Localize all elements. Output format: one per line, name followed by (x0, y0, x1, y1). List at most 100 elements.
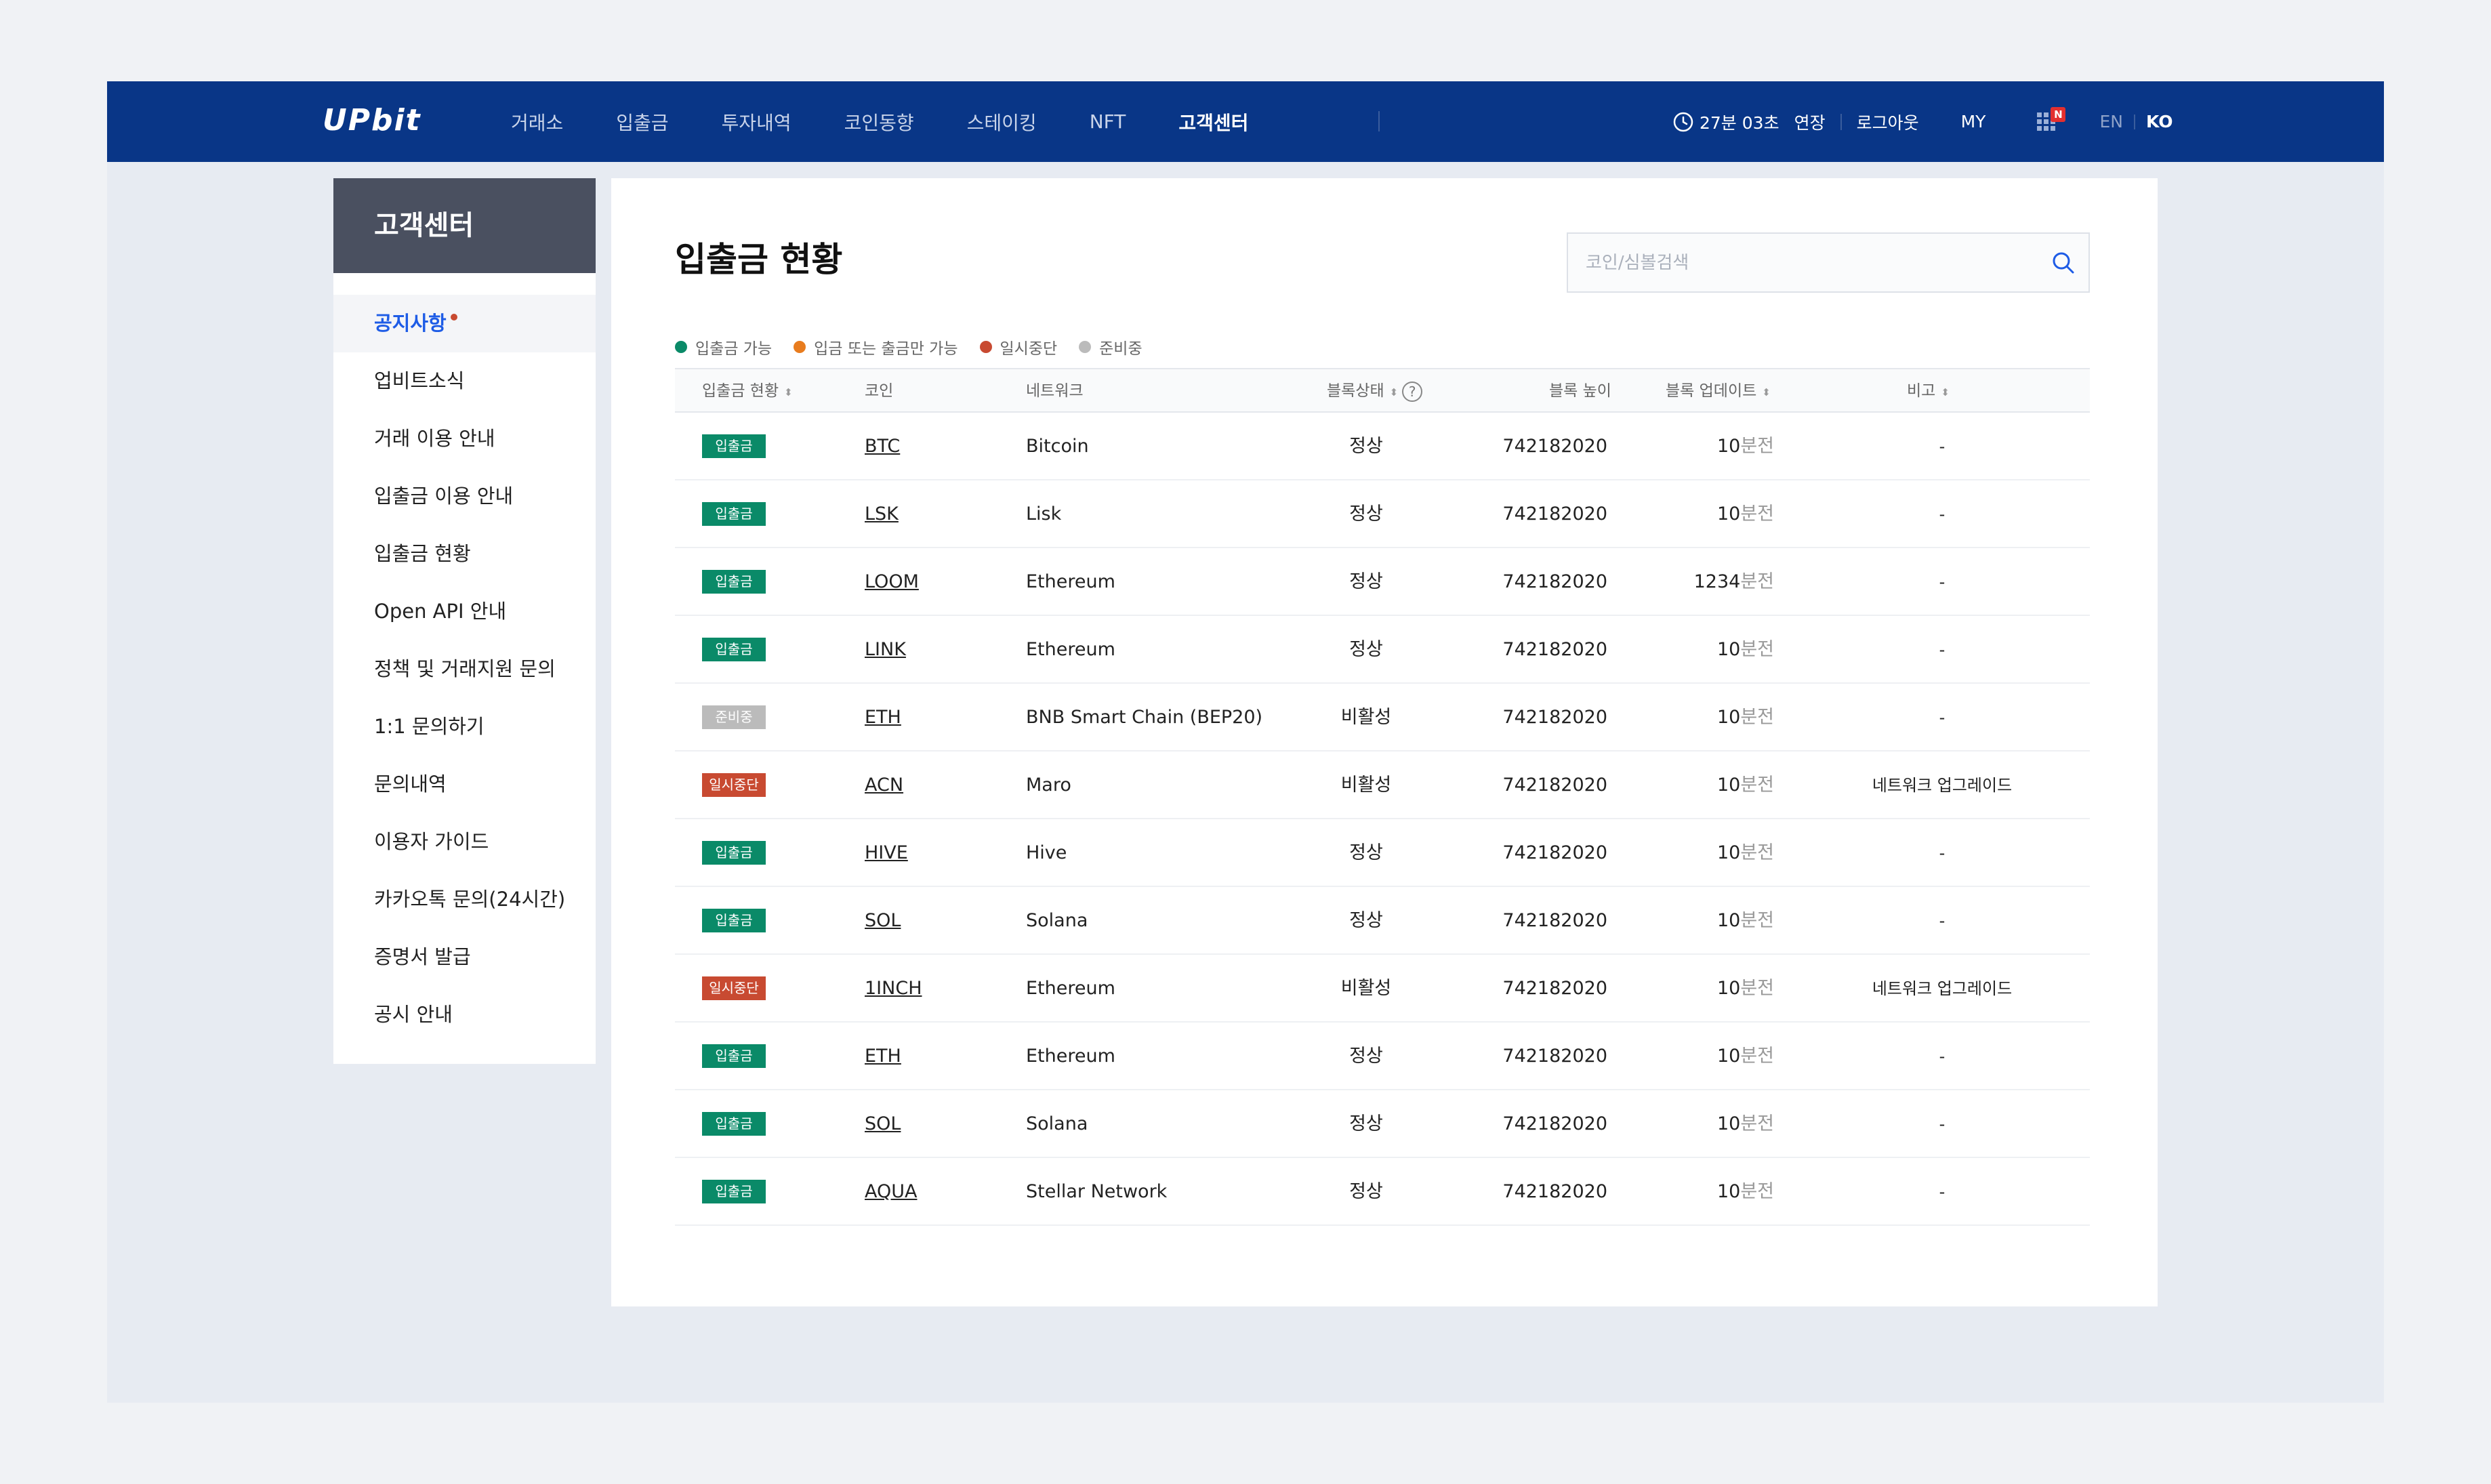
apps-menu-button[interactable]: N (2036, 106, 2066, 133)
coin-link[interactable]: BTC (865, 436, 901, 457)
coin-link[interactable]: SOL (865, 910, 901, 931)
coin-link[interactable]: AQUA (865, 1181, 918, 1202)
table-row: 입출금 SOL Solana 정상 742182020 10분전 - (675, 1090, 2090, 1158)
menu-item[interactable]: NFT (1089, 110, 1126, 133)
column-label: 입출금 현황 (702, 382, 779, 400)
coin-link[interactable]: LINK (865, 639, 906, 660)
coin-cell: ETH (865, 1023, 901, 1090)
menu-item[interactable]: 코인동향 (844, 111, 914, 134)
block-update-value: 10 (1716, 503, 1741, 524)
menu-item[interactable]: 거래소 (511, 111, 564, 134)
block-height-cell: 742182020 (1502, 842, 1607, 863)
network-cell: BNB Smart Chain (BEP20) (1026, 707, 1263, 728)
sidebar-item[interactable]: 문의내역 (333, 756, 596, 813)
block-update-cell: 10분전 (1624, 413, 1774, 480)
sidebar-item[interactable]: 공시 안내 (333, 986, 596, 1044)
column-label: 네트워크 (1026, 382, 1084, 400)
legend-dot (675, 341, 687, 353)
block-update-cell: 10분전 (1624, 1090, 1774, 1158)
block-update-value: 10 (1716, 707, 1741, 728)
coin-link[interactable]: ETH (865, 1046, 901, 1067)
network-cell: Maro (1026, 775, 1071, 796)
sidebar-item[interactable]: 정책 및 거래지원 문의 (333, 640, 596, 698)
column-header-block-update[interactable]: 블록 업데이트 ⬍ (1666, 369, 1771, 413)
table-row: 입출금 BTC Bitcoin 정상 742182020 10분전 - (675, 413, 2090, 480)
extend-session-button[interactable]: 연장 (1794, 112, 1826, 133)
coin-link[interactable]: 1INCH (865, 978, 922, 999)
block-update-value: 10 (1716, 1046, 1741, 1067)
network-cell: Solana (1026, 910, 1088, 931)
coin-link[interactable]: HIVE (865, 842, 908, 863)
block-update-cell: 10분전 (1624, 955, 1774, 1023)
table-row: 입출금 SOL Solana 정상 742182020 10분전 - (675, 887, 2090, 955)
status-badge: 일시중단 (702, 773, 766, 797)
coin-link[interactable]: LSK (865, 503, 899, 524)
column-header-block-state[interactable]: 블록상태 ⬍? (1327, 369, 1423, 413)
note-cell: - (1939, 437, 1946, 456)
network-cell: Ethereum (1026, 571, 1115, 592)
sidebar-item[interactable]: 거래 이용 안내 (333, 410, 596, 468)
sidebar-item[interactable]: 이용자 가이드 (333, 813, 596, 871)
block-update-suffix: 분전 (1740, 639, 1774, 660)
sidebar-item[interactable]: 카카오톡 문의(24시간) (333, 871, 596, 928)
block-update-suffix: 분전 (1740, 842, 1774, 863)
sidebar-item[interactable]: Open API 안내 (333, 583, 596, 640)
block-state-cell: 정상 (1349, 842, 1383, 863)
sort-icon: ⬍ (1762, 386, 1771, 398)
sidebar-item[interactable]: 증명서 발급 (333, 928, 596, 986)
note-cell: - (1939, 640, 1946, 659)
coin-cell: SOL (865, 887, 901, 955)
legend-dot (1079, 341, 1092, 353)
column-header-network: 네트워크 (1026, 369, 1084, 413)
my-page-link[interactable]: MY (1960, 112, 1986, 131)
search-input[interactable] (1586, 234, 2033, 291)
block-state-cell: 정상 (1349, 1181, 1383, 1202)
note-cell: - (1939, 505, 1946, 524)
menu-item[interactable]: 고객센터 (1178, 111, 1249, 134)
column-header-status[interactable]: 입출금 현황 ⬍ (702, 369, 793, 413)
block-update-suffix: 분전 (1740, 1181, 1774, 1202)
table-row: 입출금 LINK Ethereum 정상 742182020 10분전 - (675, 616, 2090, 684)
coin-link[interactable]: ETH (865, 707, 901, 728)
menu-item[interactable]: 투자내역 (721, 111, 791, 134)
language-en-button[interactable]: EN (2099, 112, 2123, 131)
sidebar-item[interactable]: 입출금 이용 안내 (333, 468, 596, 525)
note-cell: 네트워크 업그레이드 (1872, 979, 2013, 998)
legend-item: 입금 또는 출금만 가능 (794, 335, 958, 358)
legend-label: 준비중 (1099, 340, 1142, 358)
note-cell: - (1939, 911, 1946, 930)
logout-button[interactable]: 로그아웃 (1856, 112, 1919, 133)
block-state-cell: 비활성 (1340, 775, 1392, 796)
help-icon[interactable]: ? (1402, 381, 1423, 402)
block-update-value: 10 (1716, 775, 1741, 796)
column-label: 비고 (1907, 382, 1936, 400)
status-badge: 입출금 (702, 434, 766, 458)
table-row: 일시중단 1INCH Ethereum 비활성 742182020 10분전 네트워크 업그… (675, 955, 2090, 1023)
sidebar-item[interactable]: 공지사항 (333, 295, 596, 352)
block-height-cell: 742182020 (1502, 436, 1607, 457)
upbit-logo[interactable]: UPbit (323, 103, 421, 138)
language-ko-button[interactable]: KO (2145, 112, 2173, 131)
menu-item[interactable]: 입출금 (616, 111, 669, 134)
menu-item[interactable]: 스테이킹 (966, 111, 1037, 134)
sidebar-item-label: Open API 안내 (374, 600, 507, 623)
search-icon[interactable] (2051, 250, 2076, 276)
sidebar-title: 고객센터 (333, 178, 596, 273)
block-update-suffix: 분전 (1740, 503, 1774, 524)
block-update-suffix: 분전 (1740, 1046, 1774, 1067)
column-header-note[interactable]: 비고 ⬍ (1907, 369, 1950, 413)
block-update-cell: 10분전 (1624, 1023, 1774, 1090)
coin-link[interactable]: ACN (865, 775, 904, 796)
legend-dot (979, 341, 992, 353)
network-cell: Hive (1026, 842, 1067, 863)
sidebar-item[interactable]: 입출금 현황 (333, 525, 596, 583)
sidebar-item-label: 입출금 이용 안내 (374, 485, 514, 508)
block-update-suffix: 분전 (1740, 910, 1774, 931)
coin-cell: SOL (865, 1090, 901, 1158)
coin-link[interactable]: LOOM (865, 571, 919, 592)
coin-link[interactable]: SOL (865, 1113, 901, 1134)
top-navigation-bar: UPbit 거래소 입출금 투자내역 코인동향 스테이킹 NFT 고객센터 27분 03초 … (107, 81, 2384, 162)
sidebar-item[interactable]: 업비트소식 (333, 352, 596, 410)
sidebar-item[interactable]: 1:1 문의하기 (333, 698, 596, 756)
legend-label: 입출금 가능 (695, 340, 773, 358)
